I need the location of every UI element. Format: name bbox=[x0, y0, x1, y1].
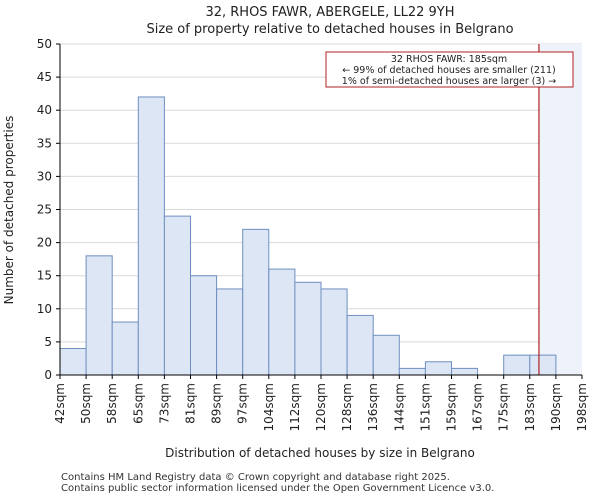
bar-128sqm bbox=[346, 314, 374, 376]
x-tick-label: 58sqm bbox=[105, 383, 119, 424]
bar-136sqm bbox=[372, 334, 400, 376]
x-tick-label: 73sqm bbox=[157, 383, 171, 424]
y-tick-label: 10 bbox=[37, 302, 52, 316]
annotation-line-3: 1% of semi-detached houses are larger (3… bbox=[342, 76, 556, 87]
x-tick-label: 42sqm bbox=[53, 383, 67, 424]
y-tick-label: 30 bbox=[37, 169, 52, 183]
bar-151sqm bbox=[424, 361, 452, 376]
bar-73sqm bbox=[163, 215, 191, 376]
x-ticks: 42sqm 50sqm 58sqm 65sqm 73sqm 81sqm 89sqm 97sqm… bbox=[53, 375, 589, 431]
annotation-line-1: 32 RHOS FAWR: 185sqm bbox=[391, 54, 507, 65]
y-tick-label: 50 bbox=[37, 37, 52, 51]
x-tick-label: 97sqm bbox=[236, 383, 250, 424]
x-tick-label: 65sqm bbox=[131, 383, 145, 424]
y-ticks: 0 5 10 15 20 25 30 35 40 45 50 bbox=[37, 37, 60, 382]
bars bbox=[59, 96, 557, 376]
x-tick-label: 144sqm bbox=[392, 383, 406, 431]
footer-line-1: Contains HM Land Registry data © Crown c… bbox=[61, 472, 450, 483]
footer: Contains HM Land Registry data © Crown c… bbox=[61, 472, 494, 494]
x-tick-label: 81sqm bbox=[184, 383, 198, 424]
footer-line-2: Contains public sector information licen… bbox=[61, 483, 495, 494]
bar-159sqm bbox=[451, 367, 479, 376]
x-tick-label: 89sqm bbox=[210, 383, 224, 424]
annotation-box: 32 RHOS FAWR: 185sqm ← 99% of detached h… bbox=[325, 51, 574, 88]
y-axis-label: Number of detached properties bbox=[2, 116, 16, 305]
bar-89sqm bbox=[216, 288, 244, 376]
x-tick-label: 159sqm bbox=[445, 383, 459, 431]
bar-104sqm bbox=[268, 268, 296, 376]
y-tick-label: 5 bbox=[44, 335, 52, 349]
bar-65sqm bbox=[137, 96, 165, 376]
bar-183sqm bbox=[529, 354, 557, 376]
x-tick-label: 167sqm bbox=[471, 383, 485, 431]
chart-subtitle: Size of property relative to detached ho… bbox=[146, 22, 513, 37]
x-tick-label: 50sqm bbox=[79, 383, 93, 424]
y-tick-label: 15 bbox=[37, 269, 52, 283]
bar-97sqm bbox=[242, 228, 270, 376]
x-tick-label: 120sqm bbox=[314, 383, 328, 431]
y-tick-label: 35 bbox=[37, 136, 52, 150]
bar-120sqm bbox=[320, 288, 348, 376]
y-tick-label: 40 bbox=[37, 103, 52, 117]
highlight-rect bbox=[538, 44, 582, 375]
x-tick-label: 190sqm bbox=[549, 383, 563, 431]
y-tick-label: 25 bbox=[37, 203, 52, 217]
bar-81sqm bbox=[190, 275, 218, 376]
bar-112sqm bbox=[294, 281, 322, 376]
x-tick-label: 136sqm bbox=[366, 383, 380, 431]
chart-title: 32, RHOS FAWR, ABERGELE, LL22 9YH bbox=[205, 5, 454, 20]
highlight-region bbox=[538, 44, 582, 375]
y-tick-label: 0 bbox=[44, 368, 52, 382]
bar-50sqm bbox=[85, 255, 113, 376]
bar-42sqm bbox=[59, 348, 87, 376]
x-tick-label: 128sqm bbox=[340, 383, 354, 431]
annotation-line-2: ← 99% of detached houses are smaller (21… bbox=[342, 65, 555, 76]
bar-58sqm bbox=[111, 321, 139, 376]
y-tick-label: 20 bbox=[37, 236, 52, 250]
x-tick-label: 198sqm bbox=[575, 383, 589, 431]
x-tick-label: 104sqm bbox=[262, 383, 276, 431]
x-tick-label: 183sqm bbox=[523, 383, 537, 431]
bar-144sqm bbox=[398, 367, 426, 376]
x-tick-label: 151sqm bbox=[418, 383, 432, 431]
x-axis-label: Distribution of detached houses by size … bbox=[165, 446, 475, 460]
bar-175sqm bbox=[503, 354, 531, 376]
x-tick-label: 112sqm bbox=[288, 383, 302, 431]
x-tick-label: 175sqm bbox=[497, 383, 511, 431]
y-tick-label: 45 bbox=[37, 70, 52, 84]
